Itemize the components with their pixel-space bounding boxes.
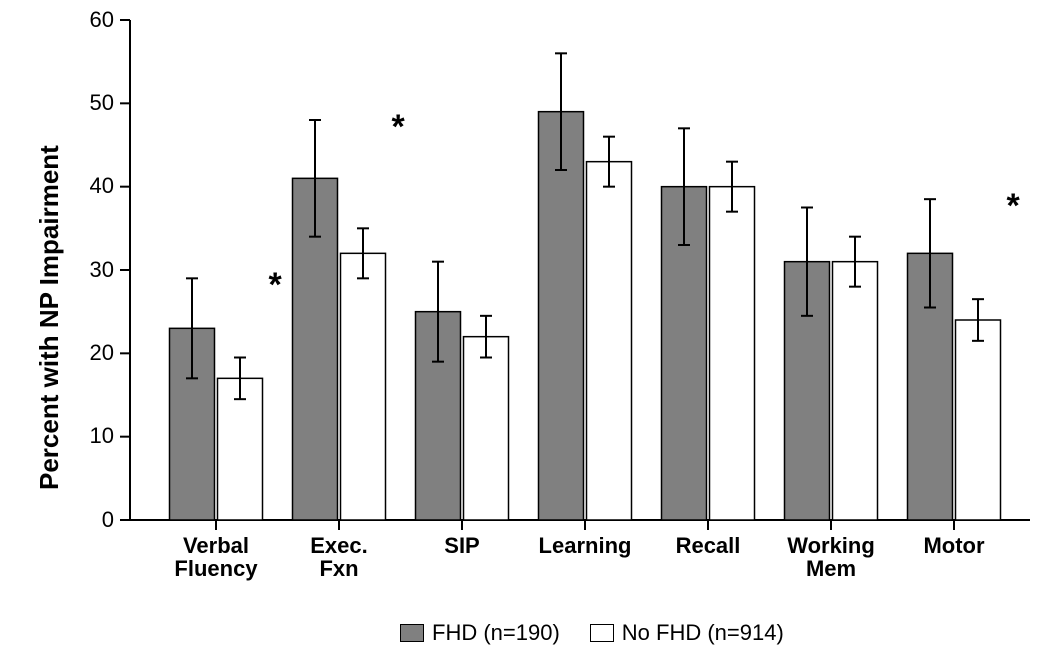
legend-label: FHD (n=190) — [432, 620, 560, 646]
legend-item: FHD (n=190) — [400, 620, 560, 646]
significance-star: * — [1007, 187, 1020, 226]
bar-no_fhd — [341, 253, 386, 520]
legend: FHD (n=190) No FHD (n=914) — [400, 620, 784, 646]
y-tick-label: 60 — [0, 7, 114, 33]
legend-label: No FHD (n=914) — [622, 620, 784, 646]
bar-fhd — [539, 112, 584, 520]
y-tick-label: 10 — [0, 423, 114, 449]
y-tick-label: 50 — [0, 90, 114, 116]
legend-item: No FHD (n=914) — [590, 620, 784, 646]
x-category-label: WorkingMem — [761, 534, 901, 580]
x-category-label: Recall — [638, 534, 778, 557]
y-tick-label: 0 — [0, 507, 114, 533]
y-tick-label: 20 — [0, 340, 114, 366]
x-category-label: Exec.Fxn — [269, 534, 409, 580]
x-category-label: Learning — [515, 534, 655, 557]
x-category-label: VerbalFluency — [146, 534, 286, 580]
x-category-label: SIP — [392, 534, 532, 557]
bar-no_fhd — [587, 162, 632, 520]
y-tick-label: 30 — [0, 257, 114, 283]
bar-no_fhd — [833, 262, 878, 520]
chart-container: Percent with NP Impairment FHD (n=190)No… — [0, 0, 1050, 665]
y-tick-label: 40 — [0, 173, 114, 199]
significance-star: * — [269, 266, 282, 305]
bar-no_fhd — [956, 320, 1001, 520]
x-category-label: Motor — [884, 534, 1024, 557]
significance-star: * — [392, 108, 405, 147]
bar-no_fhd — [464, 337, 509, 520]
legend-swatch — [590, 624, 614, 642]
bar-no_fhd — [710, 187, 755, 520]
legend-swatch — [400, 624, 424, 642]
